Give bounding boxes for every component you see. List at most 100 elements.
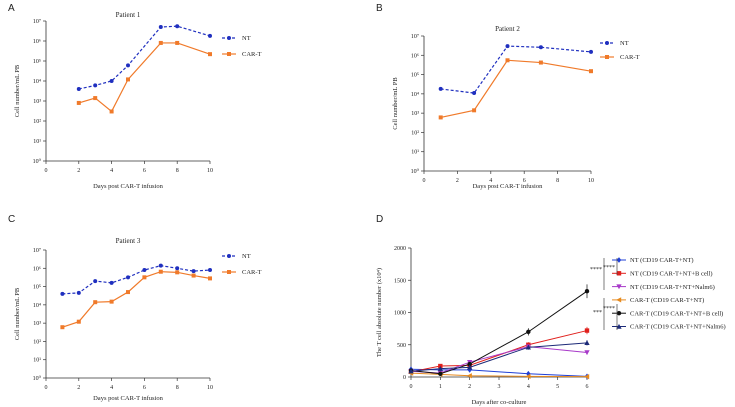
y-tick-label-b: 10⁵ xyxy=(411,73,419,79)
data-point-cart-b xyxy=(505,58,510,63)
x-axis-label-d: Days after co-culture xyxy=(472,399,527,406)
data-point-d-2 xyxy=(584,350,590,356)
legend-marker-nt-c xyxy=(227,254,231,258)
y-tick-label-b: 10⁶ xyxy=(411,53,419,59)
data-point-cart-c xyxy=(126,290,130,295)
panel-letter-d: D xyxy=(376,214,383,225)
data-point-cart-a xyxy=(126,77,130,82)
y-tick-label-b: 10⁴ xyxy=(411,92,419,98)
sig-label-1: **** xyxy=(590,267,602,273)
data-point-nt-a xyxy=(158,25,163,30)
data-point-nt-c xyxy=(158,263,163,268)
panel-letter-c: C xyxy=(8,214,15,225)
y-axis-label-c: Cell number/mL PB xyxy=(14,287,21,340)
series-line-cart-b xyxy=(440,59,592,119)
x-tick-label-b: 4 xyxy=(489,178,492,184)
data-point-d-0 xyxy=(526,370,531,377)
data-point-cart-c xyxy=(175,270,180,275)
data-point-nt-c xyxy=(191,269,196,274)
sig-label-4: **** xyxy=(603,306,615,312)
data-point-nt-a xyxy=(126,63,130,68)
x-tick-label-a: 0 xyxy=(45,168,48,174)
x-tick-label-c: 0 xyxy=(45,385,48,391)
series-line-cart-a xyxy=(78,42,211,113)
data-point-d-5 xyxy=(437,365,443,371)
y-tick-label-c: 10⁶ xyxy=(33,266,41,272)
data-point-cart-b xyxy=(472,108,477,113)
y-tick-label-b: 10³ xyxy=(411,111,419,117)
series-line-d-4 xyxy=(410,290,588,375)
data-point-nt-c xyxy=(109,280,114,285)
legend-label-cart-b: CAR-T xyxy=(620,54,640,61)
legend-label-nt-b: NT xyxy=(620,40,629,47)
legend-marker-d-1 xyxy=(616,271,622,276)
data-point-nt-c xyxy=(208,268,212,273)
data-point-nt-a xyxy=(76,86,81,91)
x-tick-label-c: 2 xyxy=(77,385,80,391)
y-tick-label-c: 10² xyxy=(33,339,41,345)
data-point-nt-b xyxy=(505,44,510,49)
data-point-nt-b xyxy=(438,86,443,91)
x-tick-label-d: 4 xyxy=(527,384,530,390)
y-tick-label-c: 10⁵ xyxy=(33,285,41,291)
legend-label-d-5: CAR-T (CD19 CAR-T+NT+Nalm6) xyxy=(630,324,726,331)
legend-marker-d-0 xyxy=(616,257,622,263)
x-tick-label-d: 3 xyxy=(498,384,501,390)
panel-letter-a: A xyxy=(8,3,15,14)
y-tick-label-a: 10⁰ xyxy=(33,158,42,165)
panel-title-a: Patient 1 xyxy=(116,11,141,19)
legend-marker-d-2 xyxy=(616,284,622,290)
x-tick-label-a: 2 xyxy=(77,168,80,174)
y-tick-label-c: 10¹ xyxy=(33,358,41,364)
panel-title-c: Patient 3 xyxy=(116,237,141,245)
y-tick-label-c: 10⁷ xyxy=(33,248,41,254)
data-point-cart-b xyxy=(538,60,543,65)
data-point-d-5 xyxy=(584,340,590,346)
data-point-nt-a xyxy=(93,83,98,88)
legend-label-cart-a: CAR-T xyxy=(242,51,262,58)
x-axis-label-c: Days post CAR-T infusion xyxy=(93,395,164,402)
x-tick-label-c: 8 xyxy=(176,385,179,391)
data-point-nt-c xyxy=(175,266,180,271)
series-line-d-1 xyxy=(410,330,588,373)
y-tick-label-a: 10¹ xyxy=(33,139,41,145)
y-tick-label-c: 10⁰ xyxy=(33,375,42,382)
y-tick-label-d: 500 xyxy=(397,343,406,349)
data-point-cart-c xyxy=(109,299,114,304)
data-point-nt-c xyxy=(126,275,130,280)
data-point-d-3 xyxy=(584,374,590,380)
x-tick-label-c: 6 xyxy=(143,385,146,391)
legend-label-d-2: NT (CD19 CAR-T+NT+Nalm6) xyxy=(630,284,715,291)
y-tick-label-b: 10¹ xyxy=(411,150,419,156)
y-axis-label-b: Cell number/mL PB xyxy=(392,77,399,130)
x-tick-label-b: 10 xyxy=(588,178,594,184)
data-point-d-1 xyxy=(584,328,590,333)
legend-label-d-0: NT (CD19 CAR-T+NT) xyxy=(630,257,694,264)
panel-letter-b: B xyxy=(376,3,383,14)
legend-marker-d-3 xyxy=(616,297,622,303)
series-line-nt-a xyxy=(78,25,211,90)
data-point-cart-c xyxy=(191,273,196,278)
data-point-nt-c xyxy=(142,268,147,273)
x-tick-label-a: 6 xyxy=(143,168,146,174)
data-point-nt-a xyxy=(208,33,212,38)
x-axis-label-b: Days post CAR-T infusion xyxy=(473,183,544,190)
data-point-nt-c xyxy=(93,279,98,284)
legend-marker-cart-b xyxy=(605,55,609,59)
data-point-cart-a xyxy=(158,40,163,45)
data-point-d-3 xyxy=(466,373,472,379)
data-point-cart-a xyxy=(76,100,81,105)
data-point-cart-a xyxy=(208,52,212,57)
legend-marker-nt-a xyxy=(227,36,231,40)
y-tick-label-a: 10⁶ xyxy=(33,39,41,45)
data-point-cart-a xyxy=(109,109,114,114)
x-tick-label-a: 8 xyxy=(176,168,179,174)
data-point-cart-a xyxy=(175,40,180,45)
legend-marker-cart-a xyxy=(227,52,231,56)
data-point-cart-c xyxy=(208,276,212,281)
legend-marker-d-4 xyxy=(616,311,622,316)
y-axis-label-a: Cell number/mL PB xyxy=(14,64,21,117)
legend-label-d-3: CAR-T (CD19 CAR-T+NT) xyxy=(630,297,704,304)
data-point-d-4 xyxy=(584,289,590,294)
data-point-d-5 xyxy=(467,364,473,370)
